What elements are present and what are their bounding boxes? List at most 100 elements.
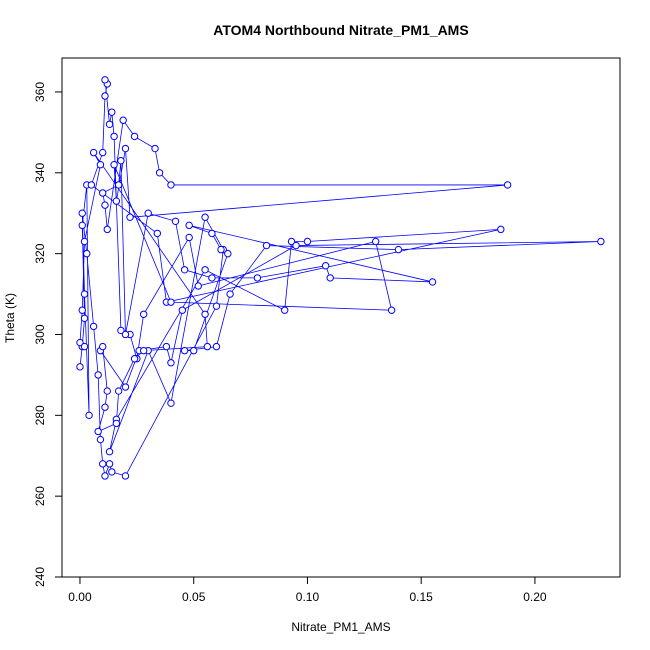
point — [144, 209, 152, 217]
point — [167, 359, 175, 367]
point — [108, 468, 116, 476]
point — [303, 237, 312, 246]
x-tick-label: 0.00 — [68, 590, 92, 604]
point — [139, 346, 148, 355]
point — [101, 403, 109, 411]
point — [126, 213, 134, 221]
point — [99, 148, 107, 157]
point — [497, 225, 505, 234]
point — [162, 342, 171, 351]
point — [387, 306, 396, 314]
point — [99, 342, 107, 351]
point — [371, 237, 380, 246]
point — [224, 249, 232, 258]
point — [121, 383, 130, 391]
point — [101, 201, 109, 209]
point — [208, 274, 216, 282]
x-tick-label: 0.15 — [410, 590, 434, 604]
x-axis-label: Nitrate_PM1_AMS — [291, 620, 390, 634]
point — [326, 274, 334, 282]
y-tick-label: 320 — [33, 243, 47, 263]
point — [101, 472, 109, 480]
point — [83, 249, 91, 258]
point — [105, 120, 114, 128]
point — [321, 262, 330, 270]
point — [112, 419, 121, 428]
point — [185, 233, 193, 242]
point — [110, 161, 118, 169]
point — [253, 274, 262, 282]
point — [280, 306, 289, 314]
point — [190, 346, 198, 355]
point — [87, 181, 96, 189]
y-tick-label: 360 — [33, 82, 47, 102]
point — [217, 245, 225, 254]
point — [117, 326, 125, 335]
point — [167, 298, 175, 306]
point — [212, 342, 221, 351]
point — [94, 427, 102, 436]
point — [103, 387, 111, 395]
point — [80, 290, 89, 298]
point — [112, 197, 121, 205]
point — [105, 460, 114, 468]
point — [428, 278, 437, 286]
point — [80, 342, 89, 351]
x-tick-label: 0.20 — [523, 590, 547, 604]
point — [226, 290, 234, 298]
point — [99, 460, 107, 468]
point — [103, 225, 111, 234]
point — [78, 221, 86, 230]
point — [208, 229, 216, 238]
point — [201, 213, 209, 221]
point — [155, 169, 164, 177]
point — [203, 342, 212, 351]
point — [76, 338, 84, 347]
point — [292, 241, 300, 250]
point — [85, 411, 93, 420]
point — [78, 209, 86, 217]
point — [130, 132, 139, 141]
point — [185, 221, 193, 230]
point — [114, 387, 123, 395]
point — [121, 472, 130, 480]
point — [201, 310, 209, 318]
x-tick-label: 0.10 — [296, 590, 320, 604]
point — [80, 237, 89, 246]
point — [89, 322, 98, 331]
point — [101, 76, 109, 84]
point — [262, 241, 271, 250]
point — [94, 371, 102, 379]
series-line — [79, 79, 601, 478]
point — [194, 282, 202, 290]
y-tick-label: 340 — [33, 162, 47, 182]
point — [178, 306, 187, 314]
chart-title: ATOM4 Northbound Nitrate_PM1_AMS — [213, 22, 468, 38]
point — [108, 108, 116, 116]
point — [110, 132, 118, 141]
point — [180, 266, 189, 274]
x-tick-label: 0.05 — [182, 590, 206, 604]
point — [139, 310, 148, 318]
point — [99, 189, 107, 197]
point — [212, 302, 221, 310]
y-axis-label: Theta (K) — [3, 293, 17, 343]
point — [597, 237, 605, 246]
point — [130, 355, 139, 363]
point — [121, 330, 130, 339]
point — [180, 346, 189, 355]
point — [167, 399, 175, 407]
point — [153, 229, 162, 238]
y-tick-label: 260 — [33, 486, 47, 506]
point — [101, 92, 109, 100]
point — [76, 363, 84, 371]
point — [80, 314, 89, 323]
point — [121, 144, 130, 153]
point — [96, 161, 105, 169]
point — [287, 237, 296, 246]
point — [119, 116, 127, 124]
point — [89, 148, 98, 157]
point — [114, 181, 123, 189]
